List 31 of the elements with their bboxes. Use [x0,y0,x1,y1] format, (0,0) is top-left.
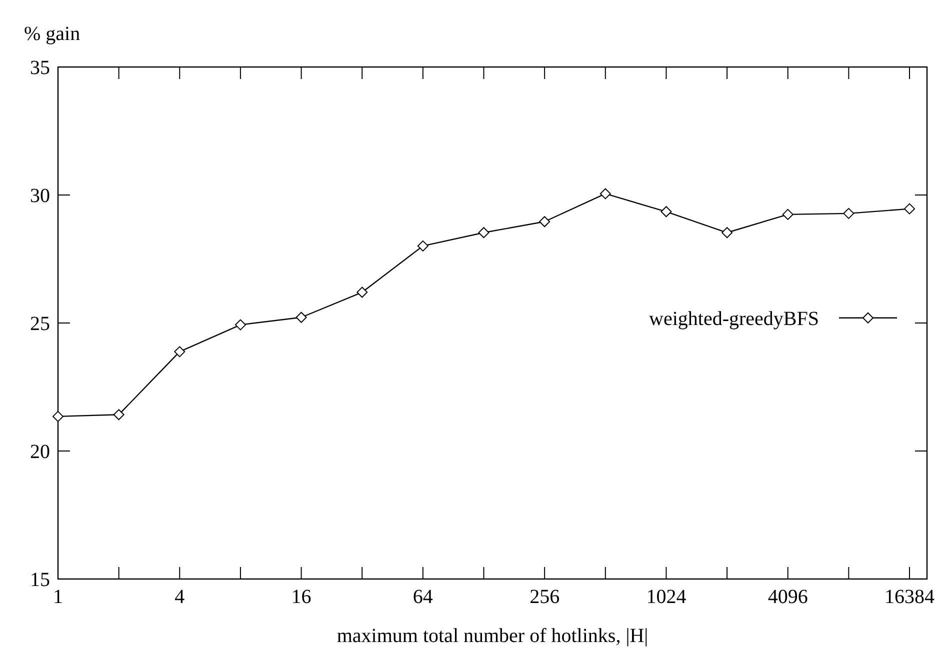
point [782,208,794,220]
y-tick-label: 20 [30,441,50,463]
y-tick-label: 25 [30,313,50,335]
x-tick-label: 256 [530,586,560,608]
legend-label: weighted-greedyBFS [649,308,819,330]
point [904,203,915,214]
point [113,409,124,420]
point [539,216,550,228]
x-tick-label: 64 [412,586,433,608]
point [52,410,64,422]
point [234,319,246,330]
point [478,227,490,238]
point [843,208,854,219]
x-tick-label: 4 [174,586,185,608]
point [417,240,428,252]
x-tick-label: 16384 [884,586,934,608]
x-tick-label: 4096 [768,586,808,608]
point [296,312,307,323]
point [600,188,611,200]
y-tick-label: 30 [30,185,50,207]
y-tick-label: 35 [30,57,50,79]
y-axis-title: % gain [24,23,80,45]
point [722,227,733,238]
x-tick-label: 1024 [646,586,686,608]
point [174,346,186,358]
point [660,206,672,218]
x-tick-label: 16 [291,586,312,608]
point [356,286,368,298]
x-tick-label: 1 [53,586,63,608]
x-axis-title: maximum total number of hotlinks, |H| [336,625,648,647]
y-tick-label: 15 [30,569,50,591]
